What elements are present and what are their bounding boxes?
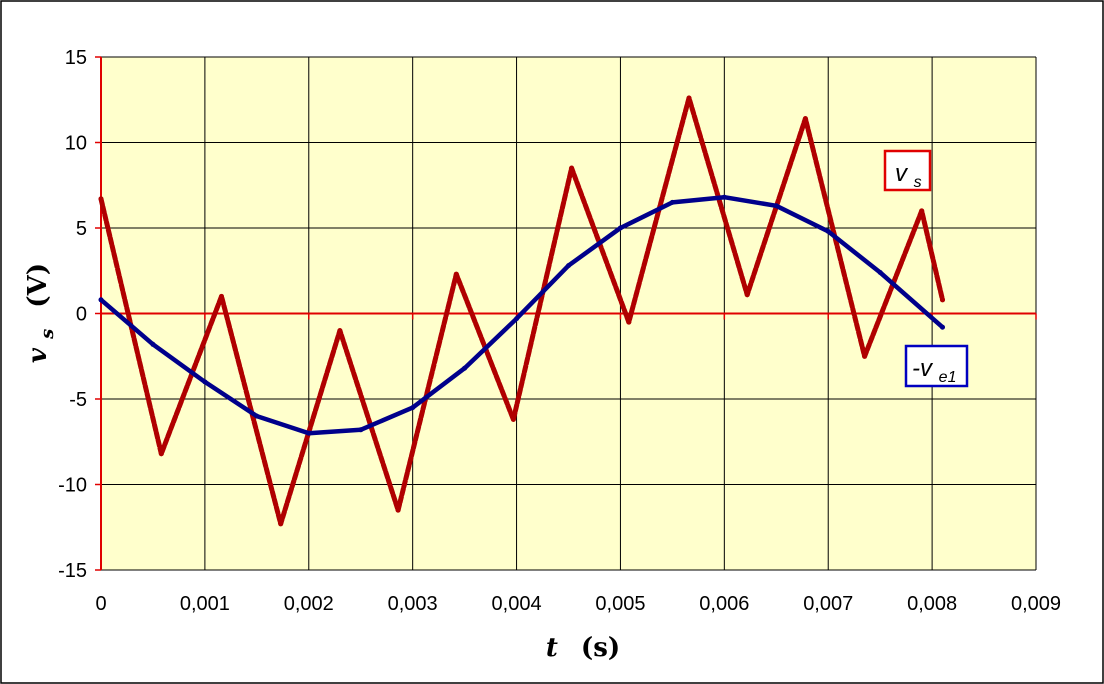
legend-ve1-label: -v e1	[912, 355, 956, 386]
series-vs-point	[158, 451, 164, 457]
series-vs-point	[940, 297, 945, 303]
series-vs-point	[219, 293, 224, 299]
series-minus-ve1-point	[202, 379, 208, 385]
series-minus-ve1-point	[410, 405, 416, 411]
legend-vs-box	[883, 149, 932, 192]
series-minus-ve1-point	[358, 427, 364, 433]
series-minus-ve1-point	[306, 430, 312, 436]
y-axis-title: v s (V)	[23, 263, 60, 363]
series-minus-ve1-point	[462, 365, 468, 371]
x-tick-label: 0,008	[907, 593, 957, 615]
legend-vs-main: v	[895, 160, 909, 187]
series-minus-ve1-point	[721, 194, 727, 200]
series-minus-ve1-point	[566, 263, 571, 269]
series-vs-point	[98, 196, 104, 202]
y-tick-label: -15	[58, 560, 87, 582]
series-vs-point	[744, 292, 750, 298]
series-minus-ve1-point	[617, 225, 623, 231]
legend-vs-subscript: s	[914, 174, 922, 191]
y-axis-unit: (V)	[23, 263, 53, 308]
series	[98, 95, 945, 527]
legend-ve1-main: -v	[912, 355, 934, 382]
y-tick-label: 15	[65, 47, 87, 69]
legend-ve1-box	[904, 344, 969, 388]
legend-ve1: -v e1	[904, 344, 969, 388]
series-vs-point	[626, 319, 632, 325]
series-vs-point	[569, 165, 575, 171]
x-tick-label: 0,005	[595, 593, 645, 615]
legend-vs-label: v s	[895, 160, 922, 191]
x-tick-label: 0,004	[492, 593, 542, 615]
series-vs-point	[919, 208, 925, 214]
series-vs-point	[453, 271, 459, 277]
series-minus-ve1-point	[773, 203, 779, 209]
x-tick-label: 0,002	[284, 593, 334, 615]
y-tick-label: 0	[76, 304, 87, 326]
x-axis-title: t (s)	[546, 633, 620, 663]
series-minus-ve1-point	[669, 199, 675, 205]
x-tick-label: 0,006	[699, 593, 749, 615]
series-vs-point	[337, 328, 343, 334]
x-tick-label: 0,001	[180, 593, 230, 615]
legend-ve1-subscript: e1	[939, 369, 957, 386]
x-tick-label: 0	[95, 593, 106, 615]
series-minus-ve1-point	[825, 228, 831, 234]
y-tick-label: 5	[76, 218, 87, 240]
legend-vs: v s	[883, 149, 932, 192]
x-axis-variable: t	[546, 633, 558, 663]
series-vs-point	[510, 417, 516, 422]
series-minus-ve1-point	[98, 297, 104, 303]
series-minus-ve1-point	[877, 270, 883, 275]
series-vs-point	[278, 521, 284, 527]
y-tick-label: -5	[69, 389, 87, 411]
series-vs-point	[686, 95, 692, 101]
y-axis-variable: v	[23, 347, 53, 363]
x-tick-label: 0,003	[388, 593, 438, 615]
x-tick-label: 0,007	[803, 593, 853, 615]
series-vs-point	[862, 353, 868, 359]
y-tick-label: -10	[58, 475, 87, 497]
x-axis-unit: (s)	[581, 633, 620, 663]
series-minus-ve1-point	[940, 324, 945, 330]
series-minus-ve1-point	[514, 316, 520, 322]
series-vs-point	[395, 507, 401, 513]
series-minus-ve1-point	[254, 413, 260, 419]
y-axis-variable-subscript: s	[37, 329, 58, 340]
y-tick-label: 10	[65, 133, 87, 155]
series-minus-ve1-point	[150, 341, 156, 347]
tick-labels: 0 0,001 0,002 0,003 0,004 0,005 0,006 0,007 0,00…	[58, 47, 1061, 615]
x-tick-label: 0,009	[1011, 593, 1061, 615]
series-vs-point	[802, 116, 808, 122]
